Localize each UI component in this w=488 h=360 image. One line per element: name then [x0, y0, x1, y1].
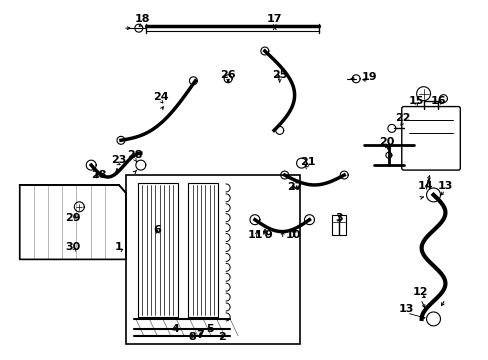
Text: 6: 6: [153, 225, 161, 235]
Text: 13: 13: [398, 304, 413, 314]
Text: 13: 13: [437, 181, 452, 191]
Text: 9: 9: [264, 230, 271, 239]
Text: 24: 24: [153, 92, 168, 102]
Bar: [332, 215, 346, 235]
Text: 18: 18: [135, 14, 150, 24]
Text: 20: 20: [378, 137, 394, 147]
Text: 26: 26: [220, 70, 235, 80]
Text: 7: 7: [196, 330, 204, 340]
Text: 28: 28: [127, 150, 142, 160]
Text: 16: 16: [430, 96, 446, 105]
Text: 12: 12: [412, 287, 427, 297]
Text: 8: 8: [188, 332, 196, 342]
Text: 23: 23: [111, 155, 126, 165]
Text: 10: 10: [285, 230, 301, 239]
Text: 5: 5: [206, 324, 214, 334]
Text: 11: 11: [247, 230, 263, 239]
Text: 14: 14: [417, 181, 432, 191]
FancyBboxPatch shape: [401, 107, 459, 170]
Text: 19: 19: [361, 72, 376, 82]
Text: 30: 30: [65, 243, 81, 252]
Text: 15: 15: [408, 96, 424, 105]
Text: 29: 29: [65, 213, 81, 223]
Text: 17: 17: [266, 14, 282, 24]
Bar: [126, 175, 299, 344]
Text: 1: 1: [115, 243, 122, 252]
Text: 22: 22: [394, 113, 410, 123]
Text: 21: 21: [299, 157, 315, 167]
Text: 4: 4: [171, 324, 179, 334]
Bar: [138, 183, 177, 317]
Text: 2: 2: [218, 332, 225, 342]
Text: 27: 27: [286, 182, 302, 192]
Bar: [188, 183, 218, 317]
Text: 25: 25: [271, 70, 287, 80]
Text: 28: 28: [91, 170, 107, 180]
Text: 3: 3: [335, 213, 343, 223]
